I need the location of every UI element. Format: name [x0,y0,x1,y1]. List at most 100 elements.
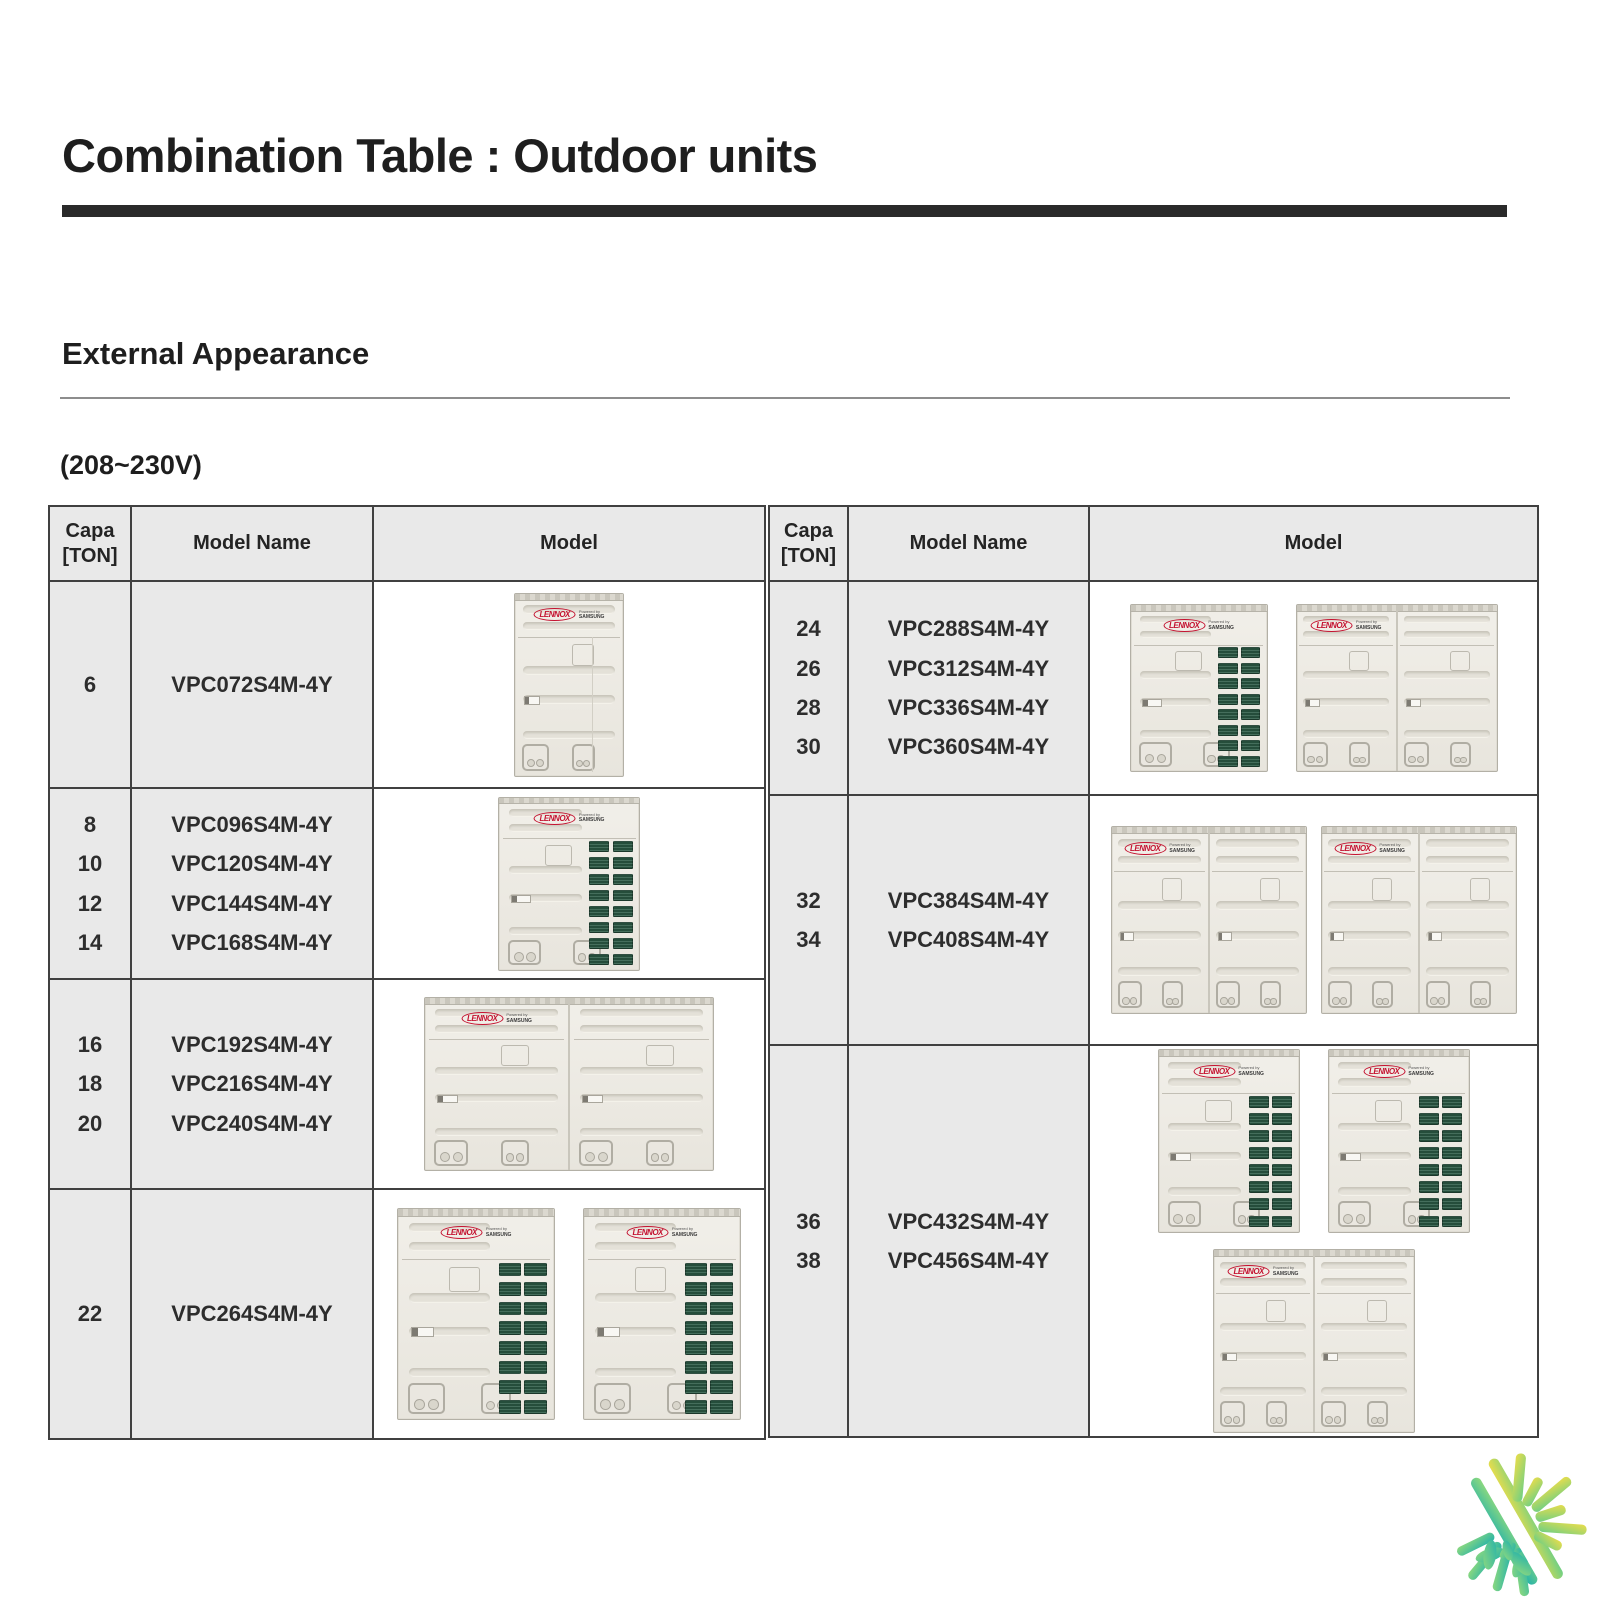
panel-groove [1168,1151,1242,1161]
pipe-cutout [508,939,542,966]
panel-groove [522,730,616,740]
grille-cell [1272,1215,1293,1228]
panel-groove [1216,839,1299,848]
pipe-cutout [594,1383,631,1414]
service-panel [1348,650,1369,671]
panel-groove [1220,1351,1306,1361]
grille-cell [589,905,610,917]
rating-label [1304,698,1320,707]
capa-cell: 6 [50,582,130,787]
panel-seam-line [428,1038,565,1040]
grille-cell [1218,709,1238,721]
model-name-value: VPC120S4M-4Y [171,851,333,877]
pipe-cutout [1470,980,1491,1009]
panel-seam-line [1113,871,1206,873]
service-panel [449,1266,480,1292]
grille-cell [498,1262,522,1277]
powered-by-text: Powered by [671,1226,694,1232]
grille-cell [1240,755,1261,767]
rating-label [524,696,541,705]
pipe-cutout [434,1140,469,1166]
service-panel [1470,878,1490,901]
panel-seam-line [1133,644,1264,646]
panel-groove [1140,697,1211,706]
model-image-cell: LENNOX Powered by SAMSUNG [372,980,764,1188]
lennox-logo: LENNOX Powered by SAMSUNG [1310,618,1381,632]
lennox-logo: LENNOX Powered by SAMSUNG [440,1226,511,1240]
model-name-cell: VPC096S4M-4Y VPC120S4M-4Y VPC144S4M-4Y VPC1… [130,789,372,978]
model-name-value: VPC072S4M-4Y [171,671,333,697]
samsung-wordmark: SAMSUNG [578,614,605,621]
rating-label [1142,698,1162,707]
table-row: 22 VPC264S4M-4Y LENNOX Powered by SAMSUNG LEN… [50,1188,764,1438]
panel-groove [1404,615,1490,624]
capa-value: 8 [83,811,97,837]
unit-panel: LENNOX Powered by SAMSUNG [1328,1050,1469,1232]
capa-value: 20 [77,1110,103,1136]
pipe-cutout [1219,1400,1245,1428]
grille-cell [1272,1096,1293,1109]
panel-seam-line [1215,1293,1311,1295]
panel-groove [1404,697,1490,706]
pipe-cutout [645,1140,675,1166]
lennox-logo: LENNOX Powered by SAMSUNG [533,811,605,825]
panel-groove [1118,855,1201,865]
outdoor-unit-single-grille-image: LENNOX Powered by SAMSUNG [1129,604,1268,772]
lennox-logo: LENNOX Powered by SAMSUNG [1227,1264,1298,1278]
lennox-logo: LENNOX Powered by SAMSUNG [1193,1064,1264,1078]
grille-cell [1218,662,1238,674]
model-name-value: VPC216S4M-4Y [171,1071,333,1097]
panel-groove [580,1127,703,1136]
snowflake-sun-logo-icon [1457,1453,1587,1597]
pipe-cutout [1372,980,1393,1009]
rating-label [1427,931,1443,941]
powered-by-text: Powered by [1355,618,1378,624]
pipe-cutout [1320,1400,1346,1428]
grille-cell [498,1380,522,1394]
capa-value: 34 [796,927,821,952]
capa-value: 28 [796,695,821,720]
grille-cell [589,953,610,966]
outdoor-unit-double-image: LENNOX Powered by SAMSUNG [1320,826,1517,1014]
grille-cell [1218,755,1238,767]
panel-groove [1118,967,1201,976]
model-image-cell: LENNOX Powered by SAMSUNG LENNOX Powered by S… [1088,582,1537,794]
lennox-logo: LENNOX Powered by SAMSUNG [1124,842,1195,856]
outdoor-unit-double-image: LENNOX Powered by SAMSUNG [424,997,714,1171]
table-header-row: Capa [TON] Model Name Model [770,507,1537,580]
rating-label [1221,1352,1237,1362]
grille-cell [1442,1181,1463,1194]
model-name-cell: VPC072S4M-4Y [130,582,372,787]
panel-seam-line [401,1258,551,1260]
panel-seam-line [1421,871,1514,873]
panel-groove [522,621,616,631]
panel-groove [408,1241,491,1252]
pipe-cutout [572,744,595,771]
service-panel [1162,878,1182,901]
panel-groove [1168,1078,1242,1087]
panel-groove [1321,1387,1407,1396]
fan-deck-vents [1130,605,1267,612]
model-image-cell: LENNOX Powered by SAMSUNG [372,582,764,787]
grille-cell [684,1341,708,1355]
table-row: 24 26 28 30 VPC288S4M-4Y VPC312S4M-4Y VPC336S4… [770,580,1537,794]
grille-cell [1442,1198,1463,1211]
grille-cell [589,937,610,949]
unit-panel [1207,827,1306,1013]
grille-cell [1240,678,1261,690]
panel-seam-line [587,1258,737,1260]
capa-cell: 32 34 [770,796,847,1044]
powered-by-samsung-label: Powered by SAMSUNG [579,812,605,824]
pipe-cutout [1337,1200,1371,1228]
grille-cell [612,857,633,869]
powered-by-text: Powered by [1208,618,1230,624]
fan-deck-vents [1321,827,1418,835]
model-name-value: VPC264S4M-4Y [171,1301,333,1327]
grille-cell [612,953,633,966]
grille-cell [1442,1096,1463,1109]
capa-cell: 36 38 [770,1046,847,1436]
powered-by-text: Powered by [485,1226,508,1232]
pipe-cutout [1449,741,1471,767]
grille-cell [1248,1130,1269,1143]
grille-cell [1442,1147,1463,1160]
